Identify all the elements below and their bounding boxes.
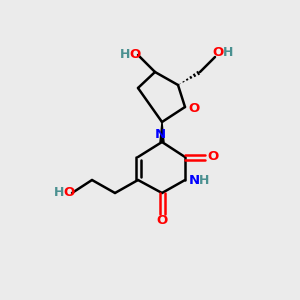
Polygon shape (160, 122, 164, 142)
Text: H: H (54, 187, 64, 200)
Text: N: N (154, 128, 166, 142)
Text: O: O (156, 214, 168, 226)
Text: O: O (129, 47, 141, 61)
Text: O: O (212, 46, 224, 59)
Text: O: O (63, 187, 75, 200)
Text: O: O (207, 151, 219, 164)
Text: H: H (120, 47, 130, 61)
Text: H: H (199, 173, 209, 187)
Text: O: O (188, 103, 200, 116)
Text: N: N (188, 173, 200, 187)
Text: H: H (223, 46, 233, 59)
